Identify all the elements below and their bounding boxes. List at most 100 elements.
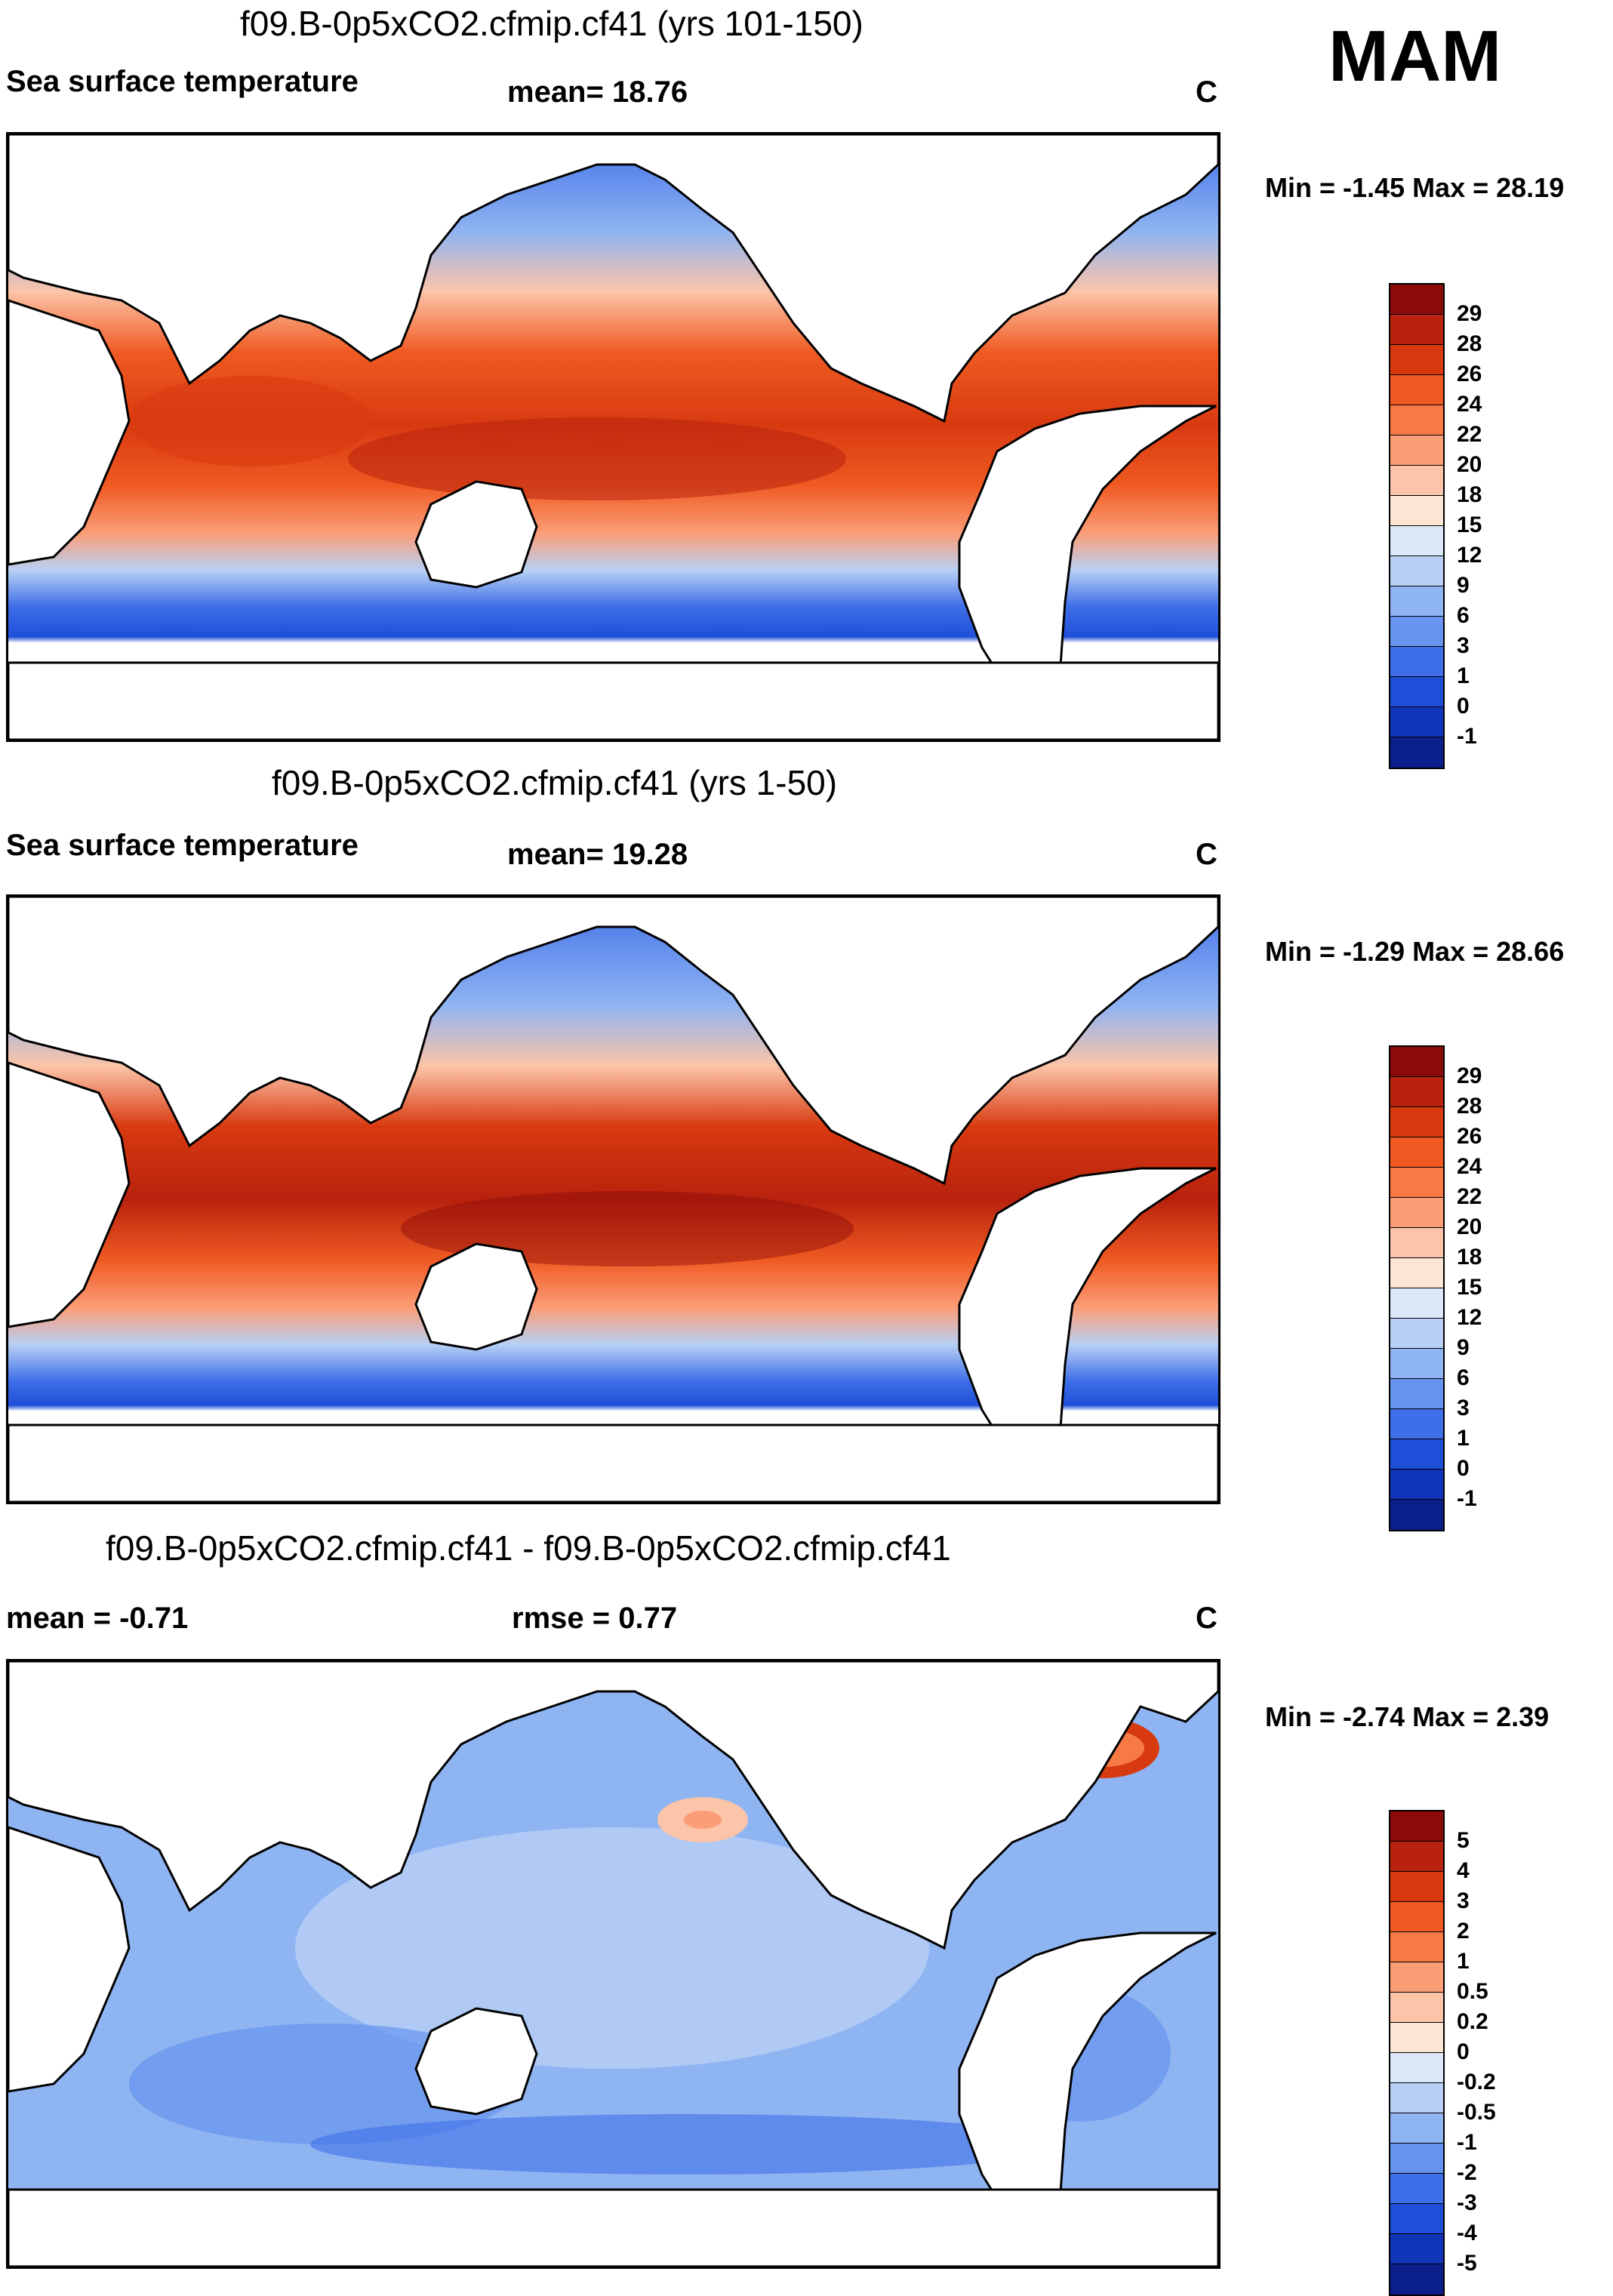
colorbar-tick-label: 1 [1457, 1949, 1470, 1974]
colorbar-tick-label: 0.2 [1457, 2009, 1488, 2034]
colorbar-cell [1390, 496, 1443, 526]
colorbar-tick-label: 6 [1457, 603, 1470, 628]
colorbar-tick-label: 24 [1457, 392, 1482, 417]
colorbar-cell [1390, 315, 1443, 345]
panel-3-colorbar [1389, 1810, 1445, 2296]
colorbar-cell [1390, 466, 1443, 496]
colorbar-cell [1390, 1349, 1443, 1379]
panel-3-units-label: C [1196, 1602, 1217, 1635]
colorbar-cell [1390, 1470, 1443, 1500]
colorbar-tick-label: 0.5 [1457, 1979, 1488, 2004]
colorbar-cell [1390, 405, 1443, 436]
panel-3-rmse-label: rmse = 0.77 [512, 1602, 678, 1635]
colorbar-tick-label: 0 [1457, 694, 1470, 719]
colorbar-tick-label: 20 [1457, 1214, 1482, 1239]
panel-3-map [6, 1659, 1221, 2269]
colorbar-tick-label: 20 [1457, 452, 1482, 477]
colorbar-tick-label: 26 [1457, 362, 1482, 386]
colorbar-cell [1390, 2204, 1443, 2234]
colorbar-tick-label: 29 [1457, 301, 1482, 326]
panel-2-map [6, 894, 1221, 1504]
colorbar-cell [1390, 2234, 1443, 2264]
season-label: MAM [1328, 16, 1502, 97]
colorbar-cell [1390, 617, 1443, 647]
world-sst-difference-map-icon [8, 1661, 1218, 2267]
colorbar-tick-label: 18 [1457, 482, 1482, 507]
colorbar-tick-label: 28 [1457, 1094, 1482, 1119]
colorbar-cell [1390, 1137, 1443, 1168]
colorbar-tick-label: 6 [1457, 1365, 1470, 1390]
colorbar-cell [1390, 285, 1443, 315]
colorbar-cell [1390, 707, 1443, 737]
colorbar-tick-label: 3 [1457, 1396, 1470, 1420]
panel-3-title: f09.B-0p5xCO2.cfmip.cf41 - f09.B-0p5xCO2… [106, 1528, 951, 1568]
colorbar-cell [1390, 2144, 1443, 2174]
colorbar-tick-label: -1 [1457, 724, 1477, 749]
colorbar-cell [1390, 1107, 1443, 1137]
colorbar-tick-label: -1 [1457, 1486, 1477, 1511]
panel-1-colorbar [1389, 283, 1445, 769]
colorbar-cell [1390, 1993, 1443, 2023]
world-sst-map-icon [8, 134, 1218, 740]
colorbar-tick-label: -0.5 [1457, 2100, 1496, 2125]
colorbar-tick-label: -5 [1457, 2251, 1477, 2276]
colorbar-cell [1390, 1228, 1443, 1258]
panel-2-mean-label: mean= 19.28 [507, 838, 688, 871]
colorbar-tick-label: 28 [1457, 331, 1482, 356]
colorbar-cell [1390, 2174, 1443, 2204]
colorbar-tick-label: 0 [1457, 1456, 1470, 1481]
panel-3-minmax-label: Min = -2.74 Max = 2.39 [1265, 1701, 1550, 1732]
colorbar-cell [1390, 2113, 1443, 2144]
colorbar-tick-label: 22 [1457, 422, 1482, 447]
colorbar-cell [1390, 1077, 1443, 1107]
colorbar-cell [1390, 647, 1443, 677]
panel-2-title: f09.B-0p5xCO2.cfmip.cf41 (yrs 1-50) [272, 763, 838, 802]
colorbar-cell [1390, 1047, 1443, 1077]
colorbar-cell [1390, 526, 1443, 556]
colorbar-tick-label: 22 [1457, 1184, 1482, 1209]
colorbar-cell [1390, 375, 1443, 405]
colorbar-tick-label: 15 [1457, 1275, 1482, 1300]
colorbar-cell [1390, 1842, 1443, 1872]
colorbar-cell [1390, 737, 1443, 768]
colorbar-tick-label: 9 [1457, 573, 1470, 598]
colorbar-tick-label: 18 [1457, 1245, 1482, 1270]
colorbar-tick-label: 3 [1457, 1888, 1470, 1913]
colorbar-cell [1390, 1872, 1443, 1902]
colorbar-cell [1390, 2053, 1443, 2083]
colorbar-tick-label: 9 [1457, 1335, 1470, 1360]
colorbar-cell [1390, 556, 1443, 586]
colorbar-cell [1390, 1319, 1443, 1349]
panel-1-mean-label: mean= 18.76 [507, 75, 688, 109]
panel-1-units-label: C [1196, 75, 1217, 109]
colorbar-cell [1390, 586, 1443, 617]
colorbar-cell [1390, 2023, 1443, 2053]
colorbar-tick-label: 15 [1457, 512, 1482, 537]
colorbar-cell [1390, 677, 1443, 707]
world-sst-map-icon [8, 897, 1218, 1502]
colorbar-tick-label: 4 [1457, 1858, 1470, 1883]
colorbar-tick-label: -2 [1457, 2160, 1477, 2185]
colorbar-cell [1390, 1500, 1443, 1530]
colorbar-tick-label: 12 [1457, 543, 1482, 568]
colorbar-cell [1390, 1288, 1443, 1319]
panel-2-variable-label: Sea surface temperature [6, 829, 359, 862]
colorbar-cell [1390, 1811, 1443, 1842]
colorbar-tick-label: 24 [1457, 1154, 1482, 1179]
panel-2-minmax-label: Min = -1.29 Max = 28.66 [1265, 936, 1565, 967]
colorbar-cell [1390, 1168, 1443, 1198]
panel-1-variable-label: Sea surface temperature [6, 65, 359, 98]
colorbar-cell [1390, 1409, 1443, 1439]
colorbar-cell [1390, 1902, 1443, 1932]
colorbar-tick-label: -4 [1457, 2221, 1477, 2245]
colorbar-tick-label: 3 [1457, 633, 1470, 658]
panel-1-minmax-label: Min = -1.45 Max = 28.19 [1265, 172, 1565, 203]
colorbar-cell [1390, 1932, 1443, 1962]
colorbar-tick-label: 26 [1457, 1124, 1482, 1149]
colorbar-tick-label: -3 [1457, 2190, 1477, 2215]
colorbar-tick-label: 0 [1457, 2039, 1470, 2064]
colorbar-cell [1390, 2264, 1443, 2294]
colorbar-cell [1390, 436, 1443, 466]
panel-2-colorbar [1389, 1045, 1445, 1531]
colorbar-cell [1390, 1258, 1443, 1288]
